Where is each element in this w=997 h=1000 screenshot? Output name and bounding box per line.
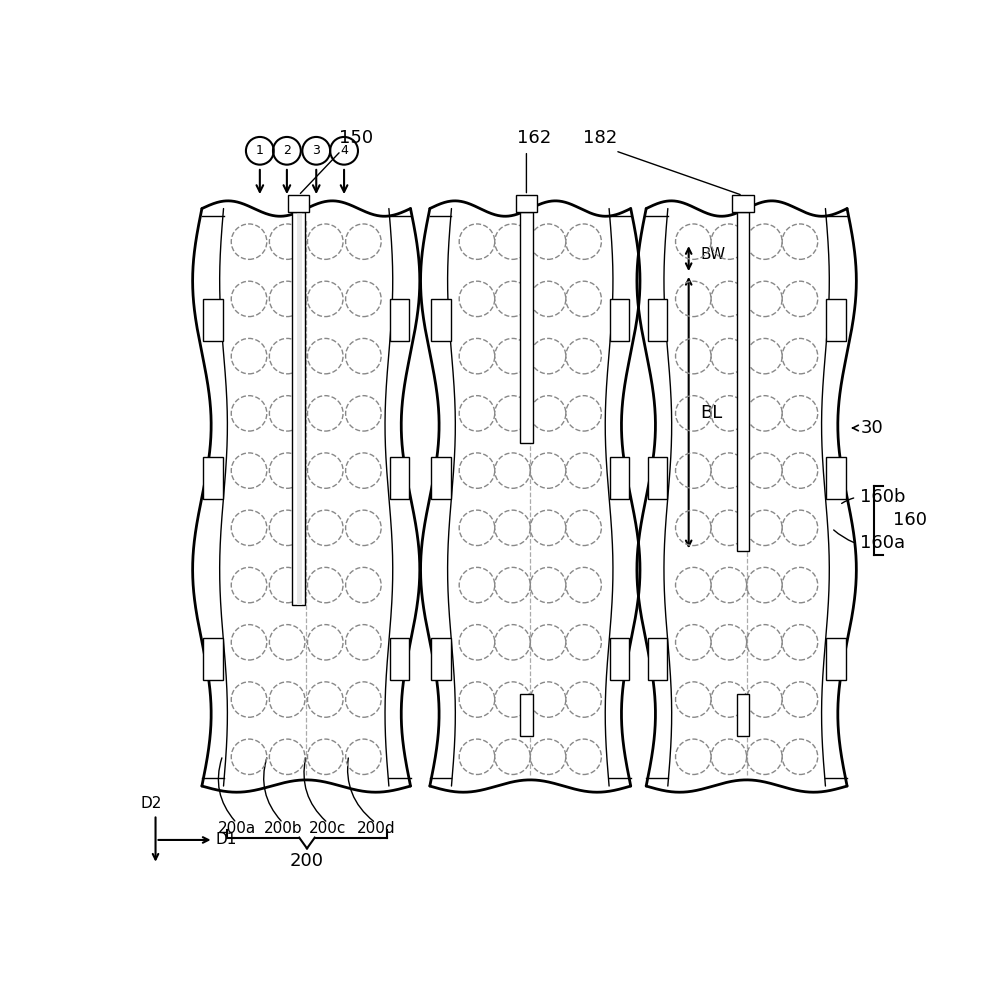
Bar [827, 638, 845, 680]
Text: BW: BW [700, 247, 726, 262]
Text: D2: D2 [141, 796, 163, 811]
Bar [520, 694, 532, 736]
Text: 3: 3 [312, 144, 320, 157]
Bar [288, 195, 309, 212]
Text: 160a: 160a [860, 534, 905, 552]
Bar [297, 212, 302, 605]
Bar [292, 212, 305, 605]
Text: 160: 160 [893, 511, 927, 529]
Bar [432, 299, 451, 341]
Bar [648, 299, 667, 341]
Bar [610, 457, 629, 499]
Text: 160b: 160b [860, 488, 905, 506]
Text: 200c: 200c [309, 821, 347, 836]
Text: 1: 1 [256, 144, 264, 157]
Text: 4: 4 [340, 144, 348, 157]
Text: 200d: 200d [357, 821, 395, 836]
Bar [203, 638, 222, 680]
Bar [432, 638, 451, 680]
Bar [390, 457, 409, 499]
Bar [390, 638, 409, 680]
Bar [737, 694, 749, 736]
Text: 200a: 200a [217, 821, 256, 836]
Text: 150: 150 [339, 129, 374, 147]
Bar [648, 638, 667, 680]
Text: 200b: 200b [264, 821, 302, 836]
Bar [732, 195, 754, 212]
Text: 200: 200 [290, 852, 324, 870]
Bar [610, 299, 629, 341]
Text: BL: BL [700, 404, 723, 422]
Bar [203, 299, 222, 341]
Text: 30: 30 [860, 419, 883, 437]
Bar [203, 457, 222, 499]
Text: 182: 182 [582, 129, 617, 147]
Bar [432, 457, 451, 499]
Bar [390, 299, 409, 341]
Bar [610, 638, 629, 680]
Bar [648, 457, 667, 499]
Bar [827, 299, 845, 341]
Bar [827, 457, 845, 499]
Text: D1: D1 [215, 832, 237, 847]
Bar [737, 212, 749, 551]
Text: 162: 162 [517, 129, 551, 147]
Text: 2: 2 [283, 144, 291, 157]
Bar [515, 195, 537, 212]
Bar [520, 212, 532, 443]
